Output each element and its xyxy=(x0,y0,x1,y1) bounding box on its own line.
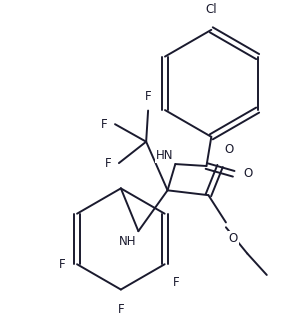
Text: F: F xyxy=(105,156,111,169)
Text: F: F xyxy=(172,276,179,289)
Text: O: O xyxy=(229,232,238,245)
Text: HN: HN xyxy=(156,149,173,162)
Text: F: F xyxy=(59,258,65,271)
Text: F: F xyxy=(118,303,124,316)
Text: NH: NH xyxy=(119,235,136,248)
Text: O: O xyxy=(243,167,253,180)
Text: Cl: Cl xyxy=(205,3,217,16)
Text: O: O xyxy=(224,143,233,156)
Text: F: F xyxy=(145,90,152,103)
Text: F: F xyxy=(101,118,107,131)
